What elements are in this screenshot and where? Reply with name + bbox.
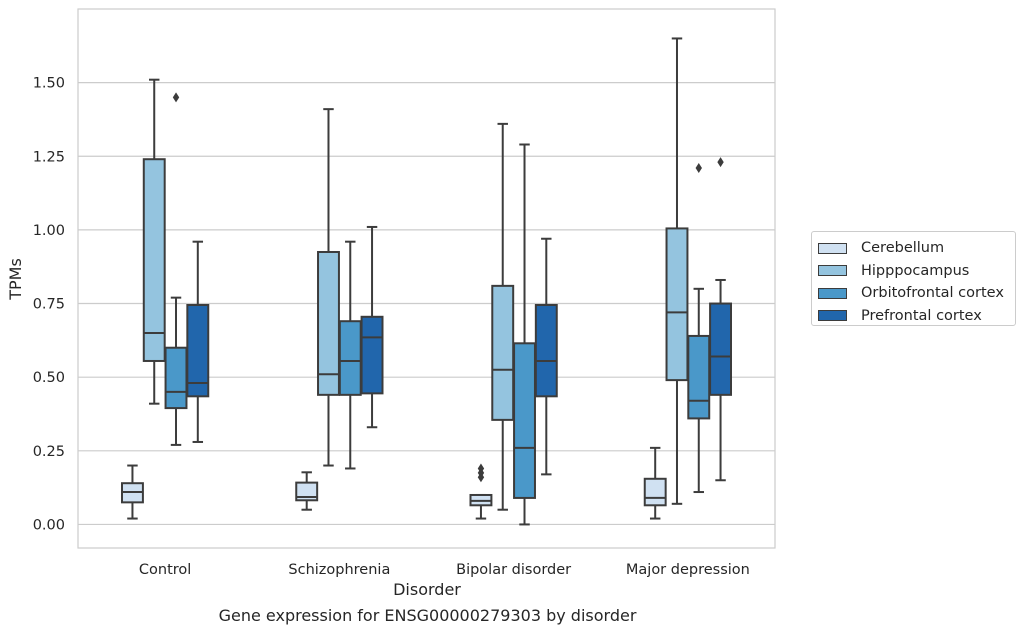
box-body	[295, 481, 319, 502]
box-body	[164, 346, 188, 410]
y-tick-labels: 0.00 0.25 0.50 0.75 1.00 1.25 1.50	[33, 76, 65, 534]
box-prefrontal-cortex	[534, 237, 558, 476]
x-axis-label: Disorder	[393, 580, 461, 599]
box-body	[338, 320, 362, 396]
box-body	[643, 477, 667, 507]
plot-frame	[77, 8, 776, 549]
box-body	[186, 304, 210, 398]
y-tick-label: 1.25	[33, 149, 65, 165]
legend-item: Hipppocampus	[812, 260, 1015, 283]
box-body	[709, 302, 733, 396]
box-cerebellum	[295, 471, 319, 511]
box-hipppocampus	[317, 108, 340, 467]
legend-label: Prefrontal cortex	[861, 307, 982, 324]
x-tick-label: Schizophrenia	[288, 562, 390, 578]
box-cerebellum	[120, 464, 144, 520]
outlier-point	[695, 163, 702, 174]
box-body	[360, 315, 384, 395]
x-tick-label: Major depression	[626, 562, 750, 578]
chart-caption: Gene expression for ENSG00000279303 by d…	[218, 606, 637, 625]
box-prefrontal-cortex	[709, 157, 733, 482]
box-orbitofrontal-cortex	[164, 92, 188, 446]
x-tick-label: Control	[139, 562, 191, 578]
legend-swatch	[818, 242, 847, 254]
box-prefrontal-cortex	[186, 240, 210, 443]
y-tick-label: 0.50	[33, 370, 65, 386]
box-hipppocampus	[665, 37, 689, 505]
outlier-point	[717, 157, 724, 168]
legend-swatch	[818, 310, 847, 322]
box-body	[491, 284, 515, 421]
box-orbitofrontal-cortex	[513, 143, 536, 526]
box-body	[665, 227, 689, 382]
legend: Cerebellum Hipppocampus Orbitofrontal cort…	[811, 231, 1016, 326]
legend-swatch	[818, 265, 847, 277]
box-hipppocampus	[142, 78, 166, 405]
box-orbitofrontal-cortex	[338, 240, 362, 470]
y-axis-label: TPMs	[6, 258, 25, 301]
x-tick-label: Bipolar disorder	[456, 562, 571, 578]
legend-item: Cerebellum	[812, 237, 1015, 260]
box-series	[120, 37, 733, 526]
outlier-point	[477, 463, 485, 474]
legend-label: Orbitofrontal cortex	[861, 285, 1004, 302]
legend-label: Hipppocampus	[861, 262, 970, 279]
x-tick-labels: Control Schizophrenia Bipolar disorder Majo…	[139, 562, 750, 578]
legend-item: Orbitofrontal cortex	[812, 282, 1015, 305]
y-tick-label: 0.00	[33, 517, 65, 533]
y-tick-label: 1.50	[33, 76, 65, 92]
box-body	[534, 304, 558, 398]
y-tick-label: 1.00	[33, 223, 65, 239]
y-tick-label: 0.25	[33, 444, 65, 460]
legend-item: Prefrontal cortex	[812, 305, 1015, 328]
box-hipppocampus	[491, 122, 515, 511]
y-tick-label: 0.75	[33, 297, 65, 313]
legend-label: Cerebellum	[861, 240, 945, 257]
box-cerebellum	[643, 446, 667, 520]
legend-swatch	[818, 287, 847, 299]
box-prefrontal-cortex	[360, 225, 384, 429]
box-cerebellum	[469, 463, 493, 520]
box-body	[142, 158, 166, 362]
outlier-point	[172, 92, 180, 103]
box-orbitofrontal-cortex	[687, 163, 711, 494]
box-body	[513, 342, 536, 499]
box-body	[687, 334, 711, 420]
